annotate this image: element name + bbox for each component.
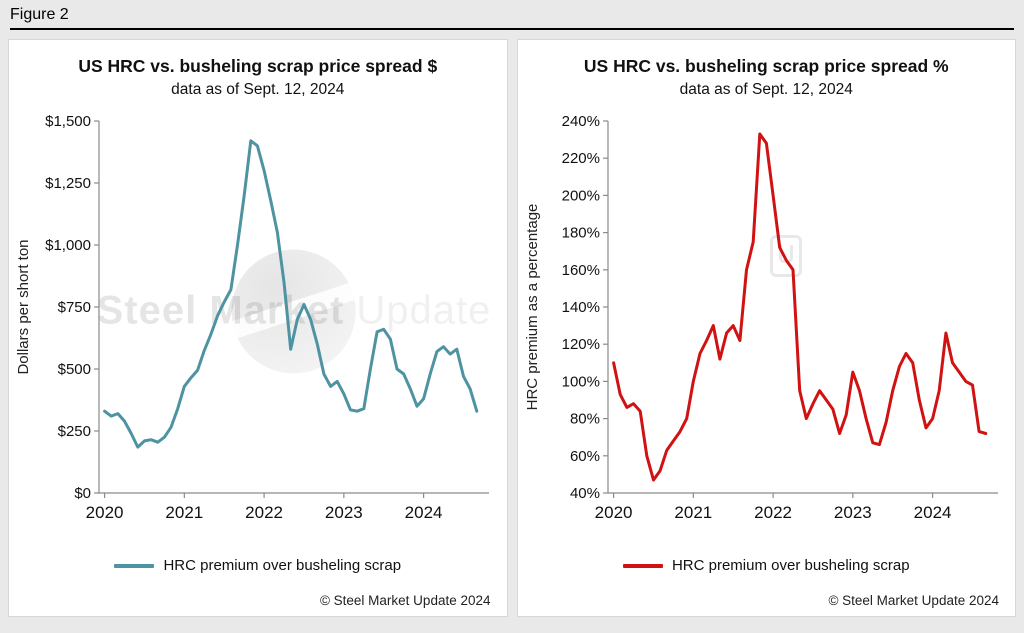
copyright-text: © Steel Market Update 2024 — [319, 593, 491, 608]
svg-text:2022: 2022 — [245, 503, 283, 522]
svg-text:$750: $750 — [58, 299, 91, 316]
svg-text:2020: 2020 — [594, 503, 632, 522]
legend: HRC premium over busheling scrap — [622, 557, 910, 574]
legend-line-swatch — [114, 563, 155, 568]
svg-text:80%: 80% — [569, 411, 599, 428]
svg-text:180%: 180% — [561, 225, 599, 242]
svg-text:$500: $500 — [58, 361, 91, 378]
legend-line-swatch — [622, 563, 663, 568]
line-chart-dollar: $0 $250 $500 $750 $1,000 $1,250 $1,500 2020 2021… — [45, 113, 489, 522]
chart-area: HRC premium as a percentage 40% 60% 80% 100… — [518, 103, 1016, 551]
legend: HRC premium over busheling scrap — [114, 557, 401, 574]
legend-label: HRC premium over busheling scrap — [163, 557, 402, 574]
svg-text:$1,250: $1,250 — [45, 175, 91, 192]
chart-subtitle: data as of Sept. 12, 2024 — [171, 81, 345, 98]
svg-text:2024: 2024 — [405, 503, 443, 522]
chart-subtitle: data as of Sept. 12, 2024 — [679, 81, 853, 98]
svg-text:220%: 220% — [561, 150, 599, 167]
svg-text:$1,000: $1,000 — [45, 237, 91, 254]
svg-text:2022: 2022 — [754, 503, 792, 522]
y-axis-label: Dollars per short ton — [15, 239, 32, 375]
svg-text:$0: $0 — [74, 485, 91, 502]
svg-text:2023: 2023 — [325, 503, 363, 522]
svg-text:2021: 2021 — [165, 503, 203, 522]
line-chart-percent: 40% 60% 80% 100% 120% 140% 160% 180% 200% 220% 240… — [561, 113, 998, 522]
chart-title: US HRC vs. busheling scrap price spread … — [78, 56, 438, 76]
svg-text:240%: 240% — [561, 113, 599, 130]
svg-text:60%: 60% — [569, 448, 599, 465]
figure-header: Figure 2 — [0, 0, 1024, 30]
svg-text:$250: $250 — [58, 423, 91, 440]
svg-text:2024: 2024 — [913, 503, 951, 522]
header-divider — [10, 28, 1014, 30]
copyright-text: © Steel Market Update 2024 — [828, 593, 999, 608]
chart-panel-percent: US HRC vs. busheling scrap price spread … — [516, 39, 1016, 617]
chart-title: US HRC vs. busheling scrap price spread … — [583, 56, 949, 76]
y-axis-label: HRC premium as a percentage — [523, 203, 541, 411]
svg-text:2021: 2021 — [674, 503, 712, 522]
svg-text:$1,500: $1,500 — [45, 113, 91, 130]
chart-area: Steel Market Update Dollars per short to… — [9, 103, 507, 551]
charts-container: US HRC vs. busheling scrap price spread … — [0, 30, 1024, 617]
figure-label: Figure 2 — [10, 6, 69, 23]
svg-text:2023: 2023 — [833, 503, 871, 522]
legend-label: HRC premium over busheling scrap — [671, 557, 910, 574]
svg-text:140%: 140% — [561, 299, 599, 316]
svg-text:160%: 160% — [561, 262, 599, 279]
svg-text:120%: 120% — [561, 336, 599, 353]
svg-text:100%: 100% — [561, 373, 599, 390]
svg-text:200%: 200% — [561, 187, 599, 204]
chart-panel-dollar: US HRC vs. busheling scrap price spread … — [8, 39, 508, 617]
svg-text:40%: 40% — [569, 485, 599, 502]
svg-text:2020: 2020 — [86, 503, 124, 522]
